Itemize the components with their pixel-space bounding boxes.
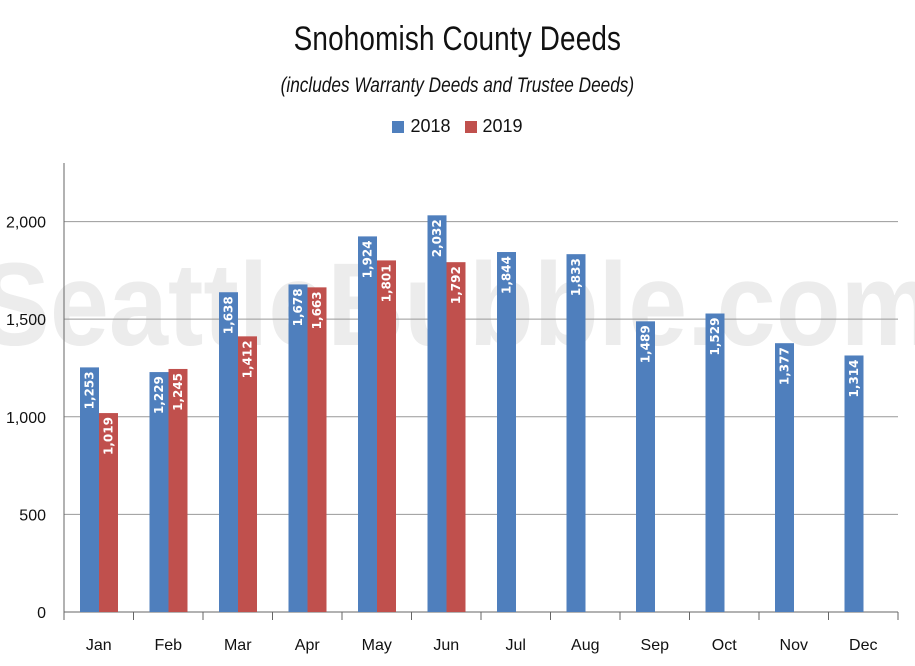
chart-subtitle: (includes Warranty Deeds and Trustee Dee… <box>280 74 635 97</box>
bar-2018-apr <box>288 284 308 612</box>
x-tick-label: Oct <box>712 637 737 654</box>
bar-2018-nov <box>775 343 794 612</box>
bar-2019-mar <box>238 336 257 612</box>
bar-2019-feb <box>168 368 188 612</box>
y-tick-label: 1,500 <box>6 312 46 329</box>
data-label-2018-jul: 1,844 <box>500 256 514 294</box>
x-tick-label: Nov <box>780 637 808 654</box>
chart-title: Snohomish County Deeds <box>293 20 622 58</box>
data-label-2018-nov: 1,377 <box>778 347 792 385</box>
data-label-2018-aug: 1,833 <box>569 258 583 296</box>
bar-2019-jan <box>99 413 118 612</box>
x-tick-label: Feb <box>154 637 182 654</box>
data-label-2018-may: 1,924 <box>361 240 375 278</box>
bar-2018-jul <box>497 252 516 612</box>
bar-2018-mar <box>219 292 238 612</box>
data-label-2018-dec: 1,314 <box>847 359 861 397</box>
x-tick-label: Jan <box>86 637 112 654</box>
bar-2018-jun <box>427 215 447 612</box>
y-tick-label: 1,000 <box>6 410 46 427</box>
x-tick-label: Dec <box>849 637 877 654</box>
bar-2019-apr <box>307 287 327 612</box>
data-label-2018-jan: 1,253 <box>83 371 97 409</box>
bar-2018-sep <box>636 321 655 612</box>
bar-2019-jun <box>446 262 466 612</box>
data-label-2019-may: 1,801 <box>380 264 394 302</box>
y-tick-label: 0 <box>37 605 46 622</box>
data-label-2019-apr: 1,663 <box>310 291 324 329</box>
data-label-2018-sep: 1,489 <box>639 325 653 363</box>
data-label-2018-jun: 2,032 <box>430 219 444 257</box>
bar-2018-jan <box>80 367 99 612</box>
x-tick-label: Aug <box>571 637 599 654</box>
x-tick-label: Mar <box>224 637 252 654</box>
bar-2018-dec <box>844 355 864 612</box>
legend-label-2018: 2018 <box>410 116 451 136</box>
bar-2019-may <box>377 260 396 612</box>
y-tick-label: 500 <box>19 507 46 524</box>
legend-item-2018: 2018 <box>392 116 451 137</box>
data-label-2018-feb: 1,229 <box>152 376 166 414</box>
data-label-2019-jun: 1,792 <box>449 266 463 304</box>
data-label-2019-feb: 1,245 <box>171 373 185 411</box>
y-tick-label: 2,000 <box>6 215 46 232</box>
data-label-2019-mar: 1,412 <box>241 340 255 378</box>
x-tick-label: May <box>362 637 392 654</box>
data-label-2018-oct: 1,529 <box>708 318 722 356</box>
bar-2018-aug <box>566 254 586 613</box>
bar-2018-oct <box>705 313 725 612</box>
legend-label-2019: 2019 <box>482 116 523 136</box>
data-label-2018-apr: 1,678 <box>291 288 305 326</box>
legend-item-2019: 2019 <box>464 116 523 137</box>
bar-2018-feb <box>149 372 169 612</box>
x-tick-label: Jul <box>506 637 526 654</box>
legend-swatch-2018 <box>392 120 405 133</box>
x-tick-label: Jun <box>433 637 459 654</box>
data-label-2019-jan: 1,019 <box>102 417 116 455</box>
x-tick-label: Sep <box>641 637 670 654</box>
x-tick-label: Apr <box>295 637 321 654</box>
data-label-2018-mar: 1,638 <box>222 296 236 334</box>
legend-swatch-2019 <box>464 120 477 133</box>
bar-2018-may <box>358 236 377 612</box>
legend: 2018 2019 <box>0 116 915 137</box>
